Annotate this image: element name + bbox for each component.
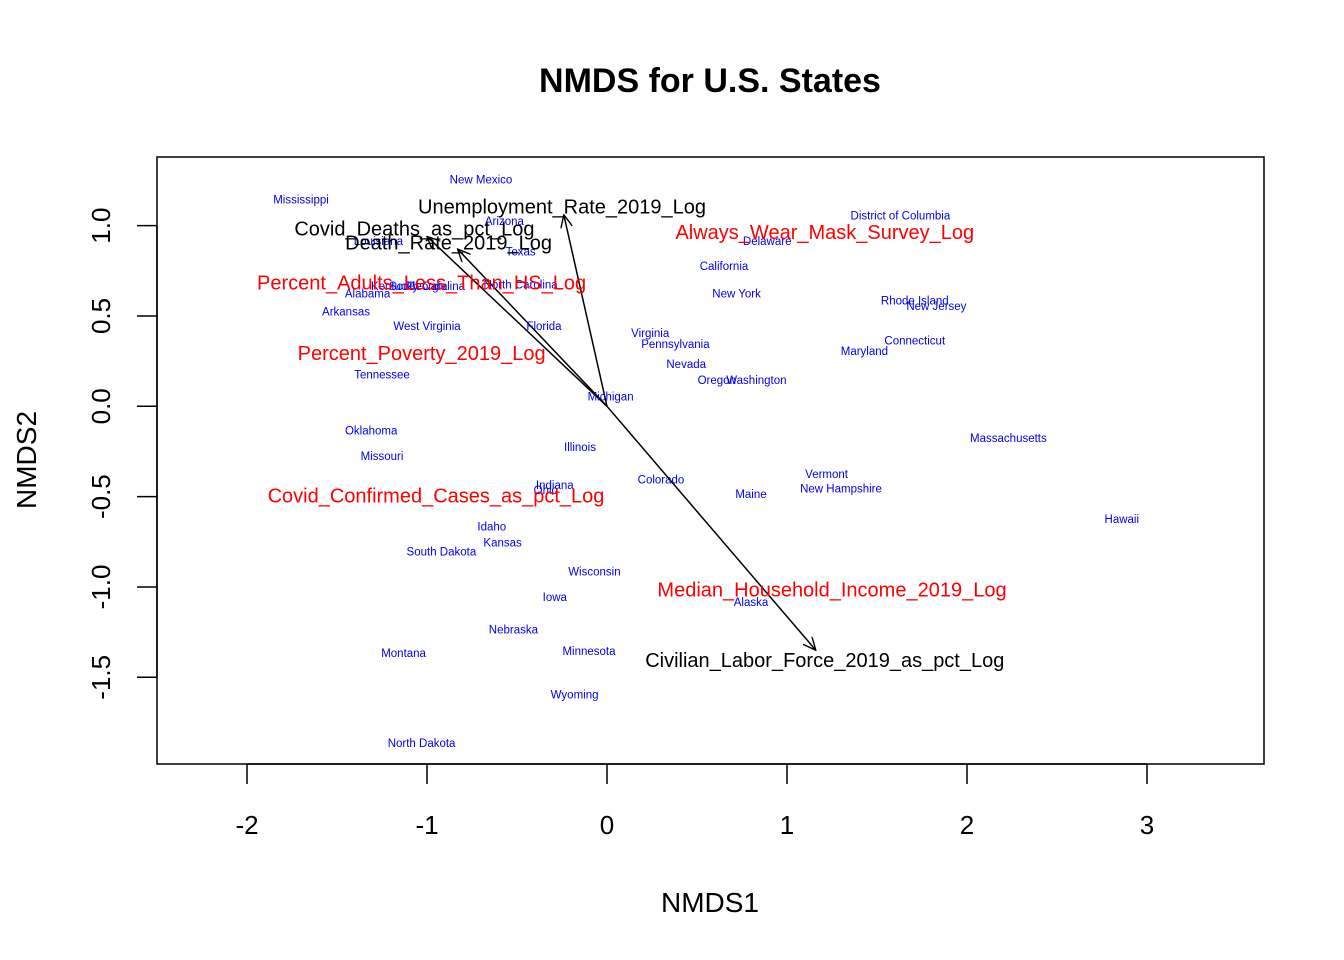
state-south-dakota: South Dakota	[407, 547, 477, 559]
state-north-dakota: North Dakota	[388, 738, 456, 750]
state-vermont: Vermont	[805, 469, 849, 481]
state-oregon: Oregon	[698, 375, 736, 387]
state-arkansas: Arkansas	[322, 306, 370, 318]
state-alaska: Alaska	[734, 597, 769, 609]
vector-label-median-household-income-2019-log: Median_Household_Income_2019_Log	[657, 580, 1006, 602]
state-wyoming: Wyoming	[551, 689, 599, 701]
state-district-of-columbia: District of Columbia	[851, 211, 951, 223]
vector-label-civilian-labor-force-2019-as-pct-log: Civilian_Labor_Force_2019_as_pct_Log	[645, 650, 1004, 672]
state-pennsylvania: Pennsylvania	[641, 339, 710, 351]
vector-arrows	[427, 215, 816, 650]
state-iowa: Iowa	[543, 592, 568, 604]
state-washington: Washington	[726, 375, 786, 387]
state-connecticut: Connecticut	[884, 335, 946, 347]
vector-label-always-wear-mask-survey-log: Always_Wear_Mask_Survey_Log	[675, 222, 974, 244]
vector-label-percent-adults-less-than-hs-log: Percent_Adults_Less_Than_HS_Log	[257, 272, 586, 294]
vector-label-unemployment-rate-2019-log: Unemployment_Rate_2019_Log	[418, 197, 706, 219]
state-massachusetts: Massachusetts	[970, 433, 1047, 445]
state-california: California	[700, 261, 749, 273]
y-tick-label: -1.0	[86, 565, 116, 610]
x-tick-label: 3	[1140, 810, 1154, 840]
state-missouri: Missouri	[361, 451, 404, 463]
state-kansas: Kansas	[483, 538, 522, 550]
y-axis-label: NMDS2	[11, 411, 42, 509]
vector-label-percent-poverty-2019-log: Percent_Poverty_2019_Log	[298, 343, 546, 365]
state-florida: Florida	[526, 321, 562, 333]
y-tick-label: -1.5	[86, 655, 116, 700]
state-labels: Mississippi New Mexico Arizona Louisiana Tex…	[273, 174, 1139, 750]
vector-label-covid-confirmed-cases-as-pct-log: Covid_Confirmed_Cases_as_pct_Log	[268, 486, 605, 508]
y-axis: -1.5 -1.0 -0.5 0.0 0.5 1.0	[86, 208, 158, 700]
state-indiana: Indiana	[536, 480, 574, 492]
state-texas: Texas	[506, 247, 536, 259]
y-tick-label: 1.0	[86, 208, 116, 244]
state-michigan: Michigan	[588, 391, 634, 403]
state-virginia: Virginia	[631, 328, 670, 340]
x-tick-label: -2	[235, 810, 258, 840]
state-nevada: Nevada	[666, 359, 706, 371]
x-tick-label: 2	[960, 810, 974, 840]
state-nebraska: Nebraska	[489, 624, 539, 636]
state-ohio: Ohio	[534, 485, 558, 497]
arrow-death-rate-2019-log	[458, 249, 608, 407]
state-idaho: Idaho	[477, 521, 506, 533]
vector-labels: Unemployment_Rate_2019_LogCovid_Deaths_a…	[257, 197, 1007, 672]
state-new-hampshire: New Hampshire	[800, 483, 882, 495]
state-arizona: Arizona	[485, 216, 525, 228]
state-west-virginia: West Virginia	[393, 321, 461, 333]
state-rhode-island: Rhode Island	[881, 296, 949, 308]
plot-frame	[156, 156, 1265, 765]
state-new-mexico: New Mexico	[450, 174, 513, 186]
state-delaware: Delaware	[743, 236, 792, 248]
state-oklahoma: Oklahoma	[345, 426, 398, 438]
state-new-jersey: New Jersey	[906, 301, 966, 313]
state-new-york: New York	[712, 288, 761, 300]
state-tennessee: Tennessee	[354, 370, 410, 382]
arrow-civilian-labor-force-2019-as-pct-log	[606, 405, 816, 650]
x-tick-label: 0	[600, 810, 614, 840]
state-colorado: Colorado	[638, 474, 685, 486]
x-tick-label: -1	[415, 810, 438, 840]
state-montana: Montana	[381, 648, 426, 660]
arrow-unemployment-rate-2019-log	[564, 215, 608, 407]
state-mississippi: Mississippi	[273, 194, 329, 206]
x-axis-label: NMDS1	[661, 887, 759, 918]
state-alabama: Alabama	[345, 288, 391, 300]
chart-title: NMDS for U.S. States	[539, 62, 881, 100]
state-maryland: Maryland	[841, 346, 888, 358]
vector-label-death-rate-2019-log: Death_Rate_2019_Log	[345, 233, 552, 255]
x-tick-label: 1	[780, 810, 794, 840]
state-illinois: Illinois	[564, 442, 596, 454]
x-axis: -2 -1 0 1 2 3	[235, 763, 1154, 840]
state-kentucky: Kentucky	[371, 281, 419, 293]
state-louisiana: Louisiana	[354, 236, 404, 248]
y-tick-label: -0.5	[86, 474, 116, 519]
state-north-carolina: North Carolina	[484, 279, 559, 291]
state-georgia: Georgia	[407, 281, 449, 293]
y-tick-label: 0.0	[86, 388, 116, 424]
arrow-covid-deaths-as-pct-log	[427, 236, 608, 407]
state-wisconsin: Wisconsin	[568, 567, 620, 579]
y-tick-label: 0.5	[86, 298, 116, 334]
state-minnesota: Minnesota	[562, 646, 616, 658]
state-south-carolina: South Carolina	[389, 281, 466, 293]
state-maine: Maine	[735, 489, 766, 501]
state-hawaii: Hawaii	[1105, 514, 1140, 526]
vector-label-covid-deaths-as-pct-log: Covid_Deaths_as_pct_Log	[294, 218, 534, 240]
